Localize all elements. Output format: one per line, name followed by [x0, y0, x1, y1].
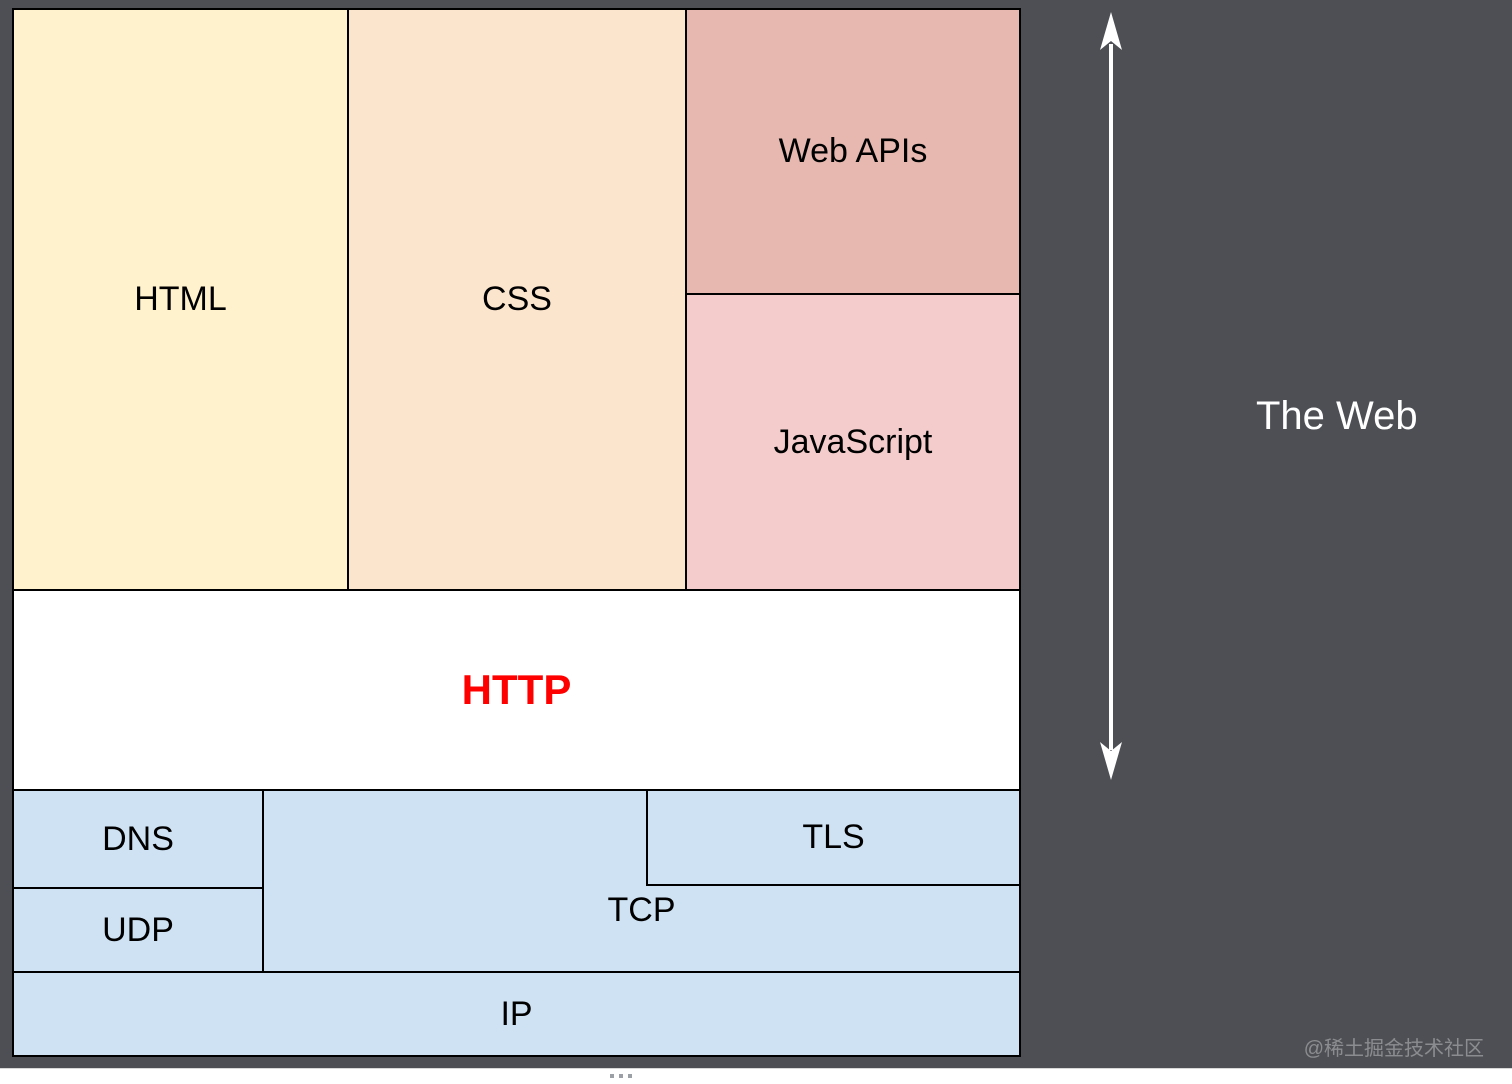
tcp-label: TCP — [607, 891, 676, 929]
box-ip: IP — [12, 971, 1021, 1057]
box-dns: DNS — [12, 789, 264, 889]
ip-label: IP — [500, 994, 533, 1033]
box-http: HTTP — [12, 589, 1021, 791]
udp-label: UDP — [102, 910, 174, 949]
box-tls: TLS — [646, 789, 1021, 886]
canvas-bottom-edge — [0, 1068, 1512, 1084]
watermark: @稀土掘金技术社区 — [1303, 1038, 1484, 1060]
resize-handle-icon[interactable] — [610, 1074, 632, 1078]
box-css: CSS — [347, 8, 687, 591]
vertical-double-arrow-icon — [1100, 12, 1122, 780]
dns-label: DNS — [102, 819, 174, 858]
the-web-label: The Web — [1256, 394, 1418, 438]
html-label: HTML — [134, 280, 227, 318]
box-udp: UDP — [12, 887, 264, 973]
http-label: HTTP — [461, 666, 572, 713]
web-apis-label: Web APIs — [778, 132, 928, 170]
box-html: HTML — [12, 8, 349, 591]
javascript-label: JavaScript — [773, 422, 933, 461]
box-web-apis: Web APIs — [685, 8, 1021, 295]
box-javascript: JavaScript — [685, 293, 1021, 591]
tls-label: TLS — [802, 818, 865, 856]
css-label: CSS — [482, 280, 552, 318]
